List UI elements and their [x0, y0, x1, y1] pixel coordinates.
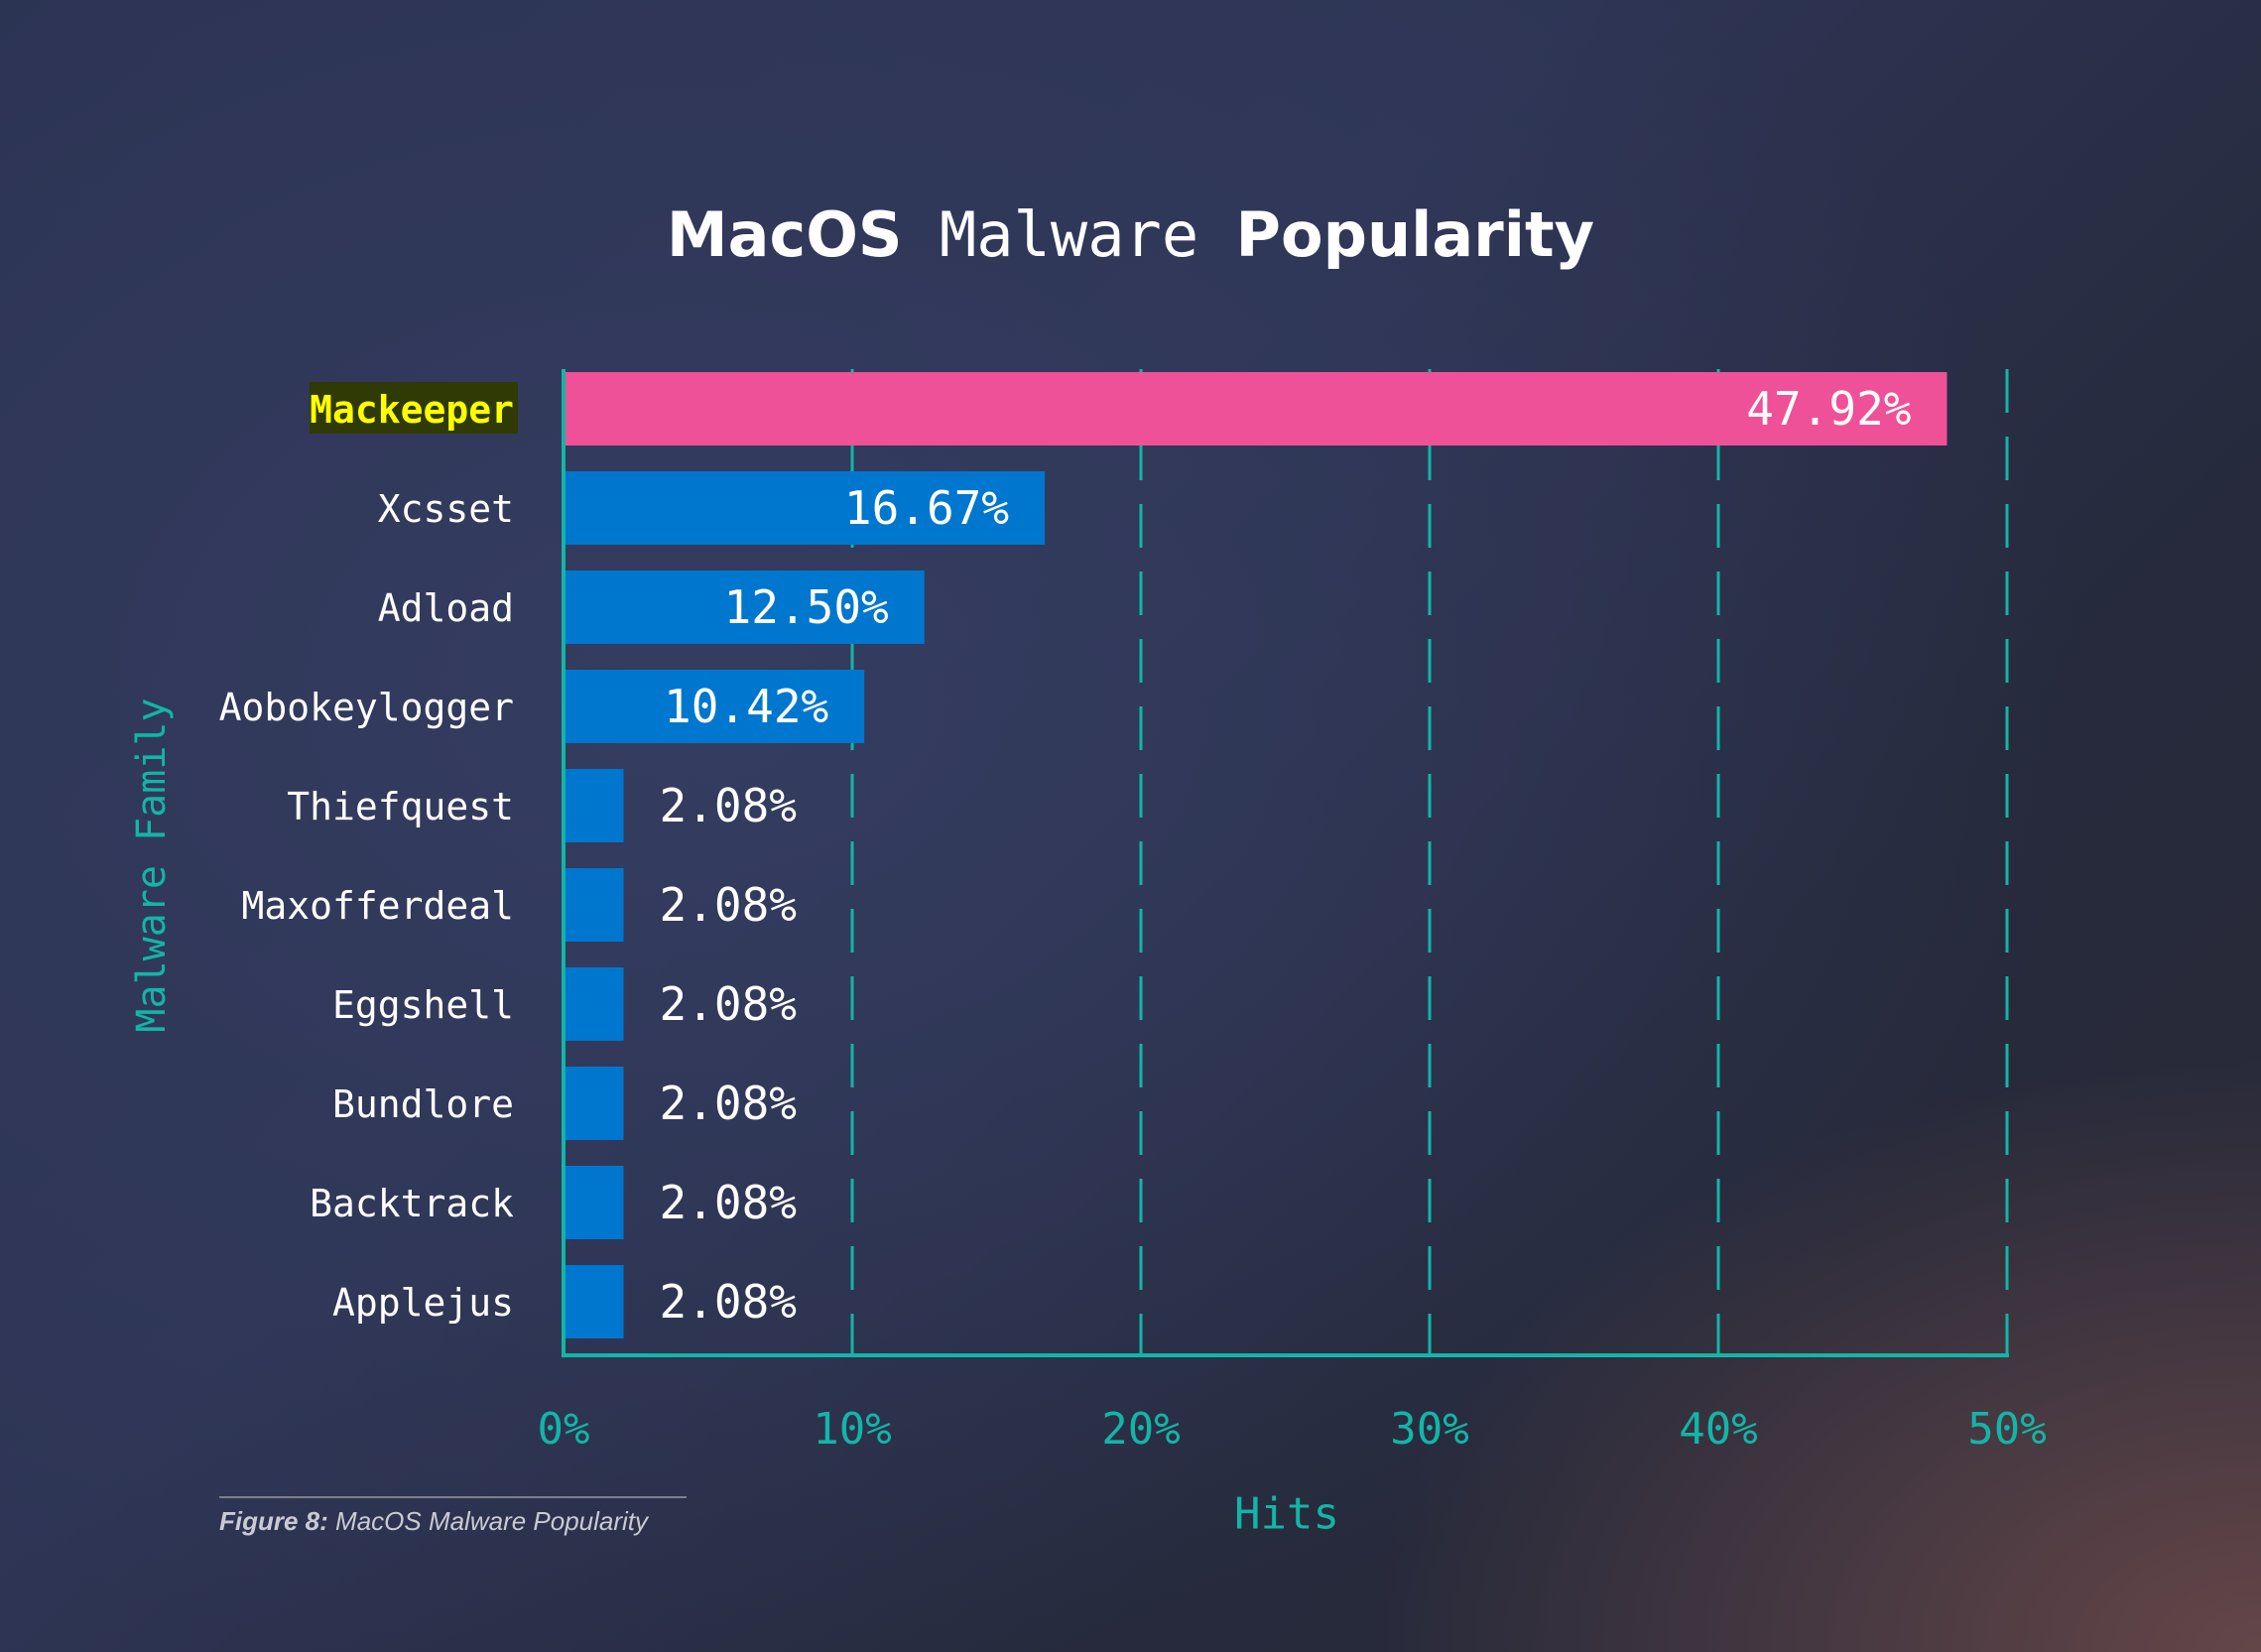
data-label: 16.67%: [844, 481, 1009, 535]
data-label: 2.08%: [660, 779, 797, 832]
bar: [564, 1166, 624, 1239]
caption-label: Figure 8:: [219, 1506, 328, 1536]
bar: [564, 471, 1046, 545]
data-label: 10.42%: [664, 680, 828, 733]
highlight-label-background: [310, 382, 518, 434]
bar: [564, 571, 925, 644]
category-label: Thiefquest: [287, 785, 514, 828]
bar: [564, 670, 865, 743]
title-part-2: Malware: [939, 198, 1199, 271]
bar: [564, 1265, 624, 1338]
title-part-1: MacOS: [666, 198, 903, 271]
data-label: 2.08%: [660, 977, 797, 1031]
category-label: Mackeeper: [310, 388, 514, 432]
bar: [564, 372, 1947, 445]
category-label: Backtrack: [310, 1182, 514, 1225]
bar: [564, 868, 624, 942]
x-tick-label: 40%: [1679, 1404, 1757, 1455]
bar: [564, 1067, 624, 1140]
category-label: Maxofferdeal: [241, 884, 514, 928]
data-label: 12.50%: [724, 580, 889, 634]
caption-text: MacOS Malware Popularity: [335, 1506, 649, 1536]
data-label: 47.92%: [1746, 382, 1911, 436]
data-label: 2.08%: [660, 1077, 797, 1130]
x-tick-label: 20%: [1101, 1404, 1180, 1455]
x-axis-label: Hits: [1234, 1488, 1339, 1540]
category-label: Aobokeylogger: [219, 686, 514, 729]
x-tick-label: 10%: [813, 1404, 891, 1455]
category-label: Eggshell: [332, 983, 514, 1027]
data-label: 2.08%: [660, 878, 797, 932]
category-label: Applejus: [332, 1281, 514, 1325]
x-tick-label: 50%: [1967, 1404, 2046, 1455]
bar: [564, 769, 624, 842]
bar: [564, 967, 624, 1041]
category-label: Xcsset: [378, 487, 514, 531]
category-label: Adload: [378, 586, 514, 630]
title-part-3: Popularity: [1235, 198, 1595, 271]
y-axis-label: Malware Family: [129, 698, 175, 1033]
x-tick-label: 30%: [1390, 1404, 1468, 1455]
caption-divider: [219, 1496, 687, 1498]
data-label: 2.08%: [660, 1176, 797, 1229]
category-label: Bundlore: [332, 1082, 514, 1126]
figure-caption: Figure 8: MacOS Malware Popularity: [219, 1506, 648, 1537]
data-label: 2.08%: [660, 1275, 797, 1329]
x-tick-label: 0%: [538, 1404, 590, 1455]
chart-title: MacOS Malware Popularity: [0, 198, 2261, 271]
